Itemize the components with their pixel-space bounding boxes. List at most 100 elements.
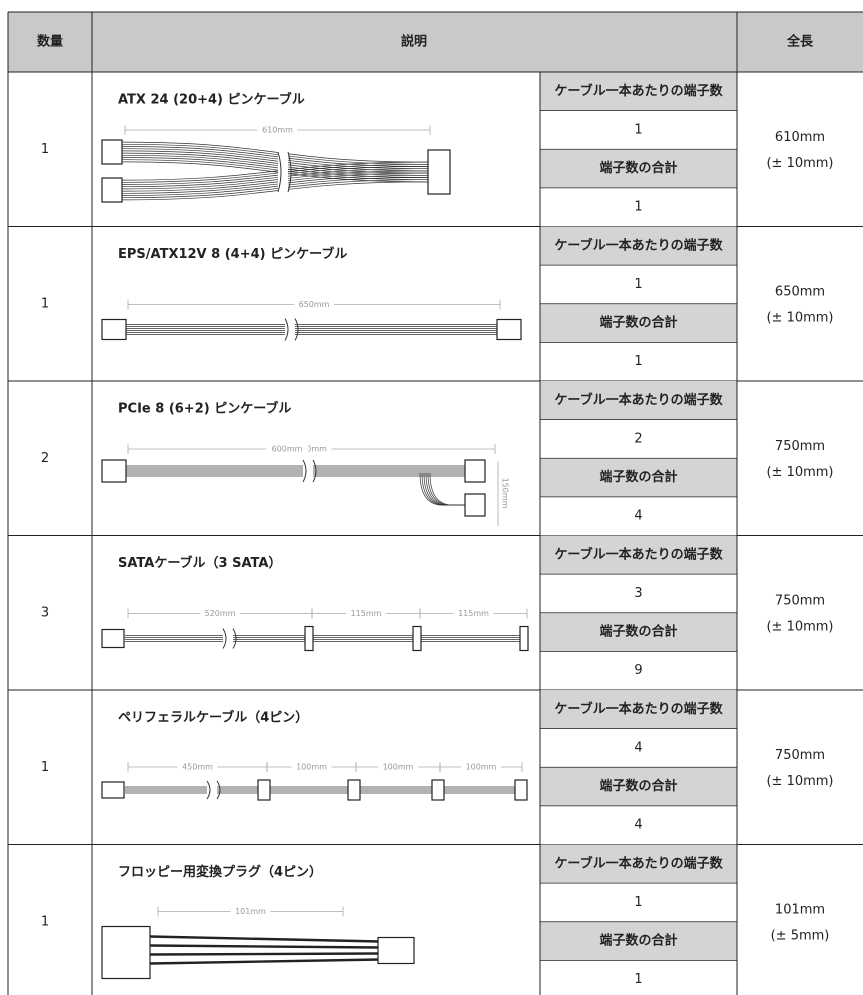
sata-connector [519, 625, 529, 652]
per-cable_label: ケーブル一本あたりの端子数 [554, 83, 723, 99]
qty: 3 [41, 605, 49, 620]
connector [464, 493, 486, 517]
wire [121, 161, 429, 181]
qty: 1 [41, 142, 49, 157]
wire [121, 166, 429, 185]
total-label: 端子数の合計 [599, 469, 677, 485]
dim-label: 150mm [501, 478, 510, 509]
dim-label-bg [291, 761, 332, 773]
dim-label: 610mm [262, 126, 293, 135]
wire [429, 472, 465, 506]
break-mark [287, 151, 292, 193]
subcell-bg [540, 458, 737, 497]
qty: 1 [41, 914, 49, 929]
total: 4 [634, 818, 642, 833]
wire [121, 163, 429, 183]
length: 750mm [775, 748, 825, 763]
cable-name: フロッピー用変換プラグ（4ピン） [118, 864, 322, 880]
header-length: 全長 [786, 34, 814, 50]
wire [121, 152, 429, 174]
total: 9 [634, 663, 642, 678]
break-gap [223, 628, 233, 649]
sata-connector [412, 625, 422, 652]
wire [419, 472, 465, 506]
wire [149, 935, 381, 943]
length: 610mm [775, 130, 825, 145]
dim-label-bg [266, 443, 308, 455]
tolerance: (± 10mm) [766, 156, 833, 171]
total-label: 端子数の合計 [599, 160, 677, 176]
dim-label-bg [257, 124, 298, 136]
subcell-bg [540, 767, 737, 806]
sata-connector [304, 625, 314, 652]
wire [149, 952, 381, 956]
dim-label: 115mm [351, 609, 382, 618]
connector [101, 177, 123, 203]
wire [149, 958, 381, 965]
wire [121, 161, 429, 183]
wire [121, 143, 429, 165]
per-cable: 3 [634, 586, 642, 601]
connector [101, 781, 125, 799]
per-cable_label: ケーブル一本あたりの端子数 [554, 855, 723, 871]
dim-label: 100mm [383, 763, 414, 772]
subcell-bg [540, 226, 737, 266]
tolerance: (± 10mm) [766, 310, 833, 325]
cable-name: ATX 24 (20+4) ピンケーブル [118, 92, 305, 108]
dim-label: 650mm [299, 300, 330, 309]
per-cable: 4 [634, 740, 642, 755]
per-cable: 1 [634, 895, 642, 910]
subcell-bg [540, 921, 737, 961]
dim-label-bg [200, 607, 240, 620]
wire [121, 181, 429, 201]
wire [121, 148, 429, 170]
subcell-bg [540, 303, 737, 343]
cable-name: EPS/ATX12V 8 (4+4) ピンケーブル [118, 246, 347, 262]
molex-connector [257, 779, 271, 801]
subcell-bg [540, 844, 737, 884]
total-label: 端子数の合計 [599, 778, 677, 794]
total-label: 端子数の合計 [599, 624, 677, 640]
dim-label-bg [346, 607, 386, 620]
tolerance: (± 10mm) [766, 465, 833, 480]
break-mark [302, 459, 307, 483]
dim-label-bg [378, 761, 418, 773]
break-mark [216, 780, 221, 800]
wire [121, 146, 429, 167]
dim-label: 101mm [235, 907, 266, 916]
wire [121, 141, 429, 163]
per-cable: 1 [634, 122, 642, 137]
subcell-bg [540, 535, 737, 575]
per-cable_label: ケーブル一本あたりの端子数 [554, 546, 723, 562]
wire [121, 150, 429, 172]
subcell-bg [540, 149, 737, 188]
wire [149, 944, 381, 949]
molex-connector [431, 779, 445, 801]
break-mark [277, 151, 282, 193]
wire [121, 177, 429, 196]
connector [101, 628, 125, 649]
qty: 1 [41, 760, 49, 775]
header-description: 説明 [401, 34, 427, 50]
total-label: 端子数の合計 [599, 933, 677, 949]
length: 650mm [775, 284, 825, 299]
dim-label: 100mm [466, 763, 497, 772]
total: 1 [634, 354, 642, 369]
molex-connector [101, 925, 151, 980]
wire [427, 472, 465, 506]
break-gap [207, 781, 217, 799]
dim-label: 520mm [205, 609, 236, 618]
break-mark [206, 780, 211, 800]
total: 4 [634, 509, 642, 524]
subcell-bg [540, 690, 737, 729]
qty: 2 [41, 451, 49, 466]
wire [121, 159, 429, 181]
connector [377, 936, 415, 965]
connector [427, 149, 451, 195]
molex-connector [514, 779, 528, 801]
subcell-bg [540, 612, 737, 652]
connector [101, 459, 127, 483]
wire [121, 170, 429, 190]
header-qty: 数量 [37, 34, 63, 50]
